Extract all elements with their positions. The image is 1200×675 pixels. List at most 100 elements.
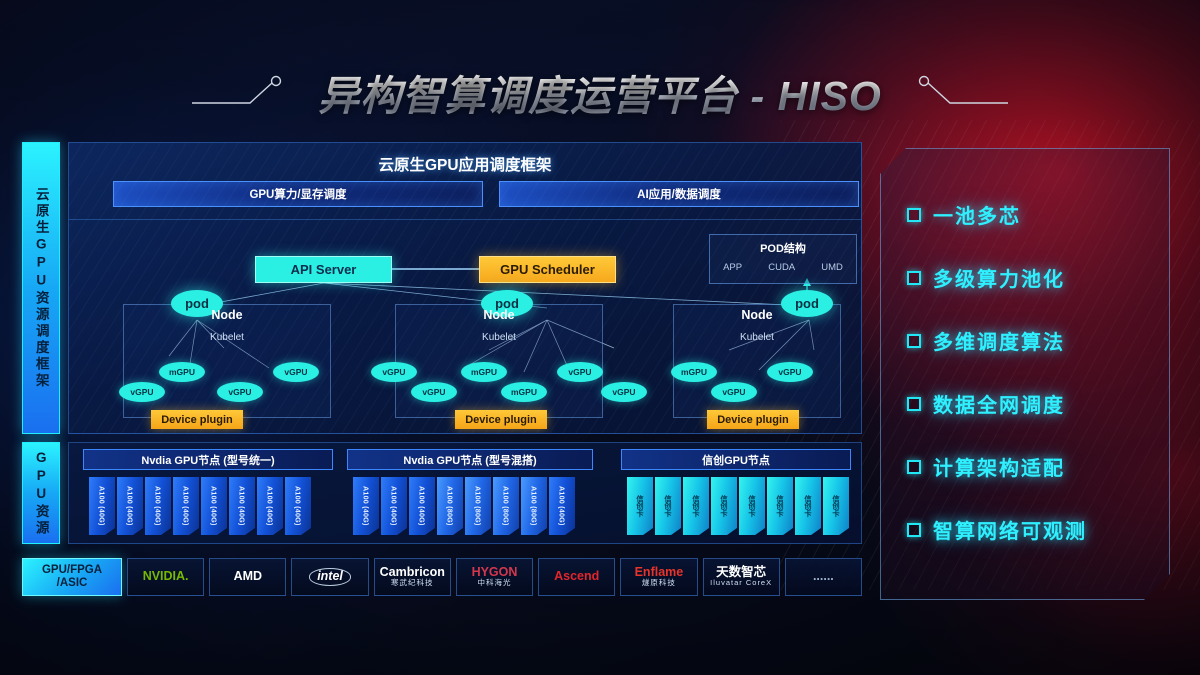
feature-item-2[interactable]: 多级算力池化 — [907, 246, 1169, 309]
gpu-card[interactable]: A100 (40G) — [381, 477, 407, 535]
vendor-cell[interactable]: 天数智芯 Iluvatar CoreX — [702, 558, 780, 596]
vgpu-badge[interactable]: vGPU — [557, 362, 603, 382]
pod-layer-cuda: CUDA — [768, 262, 796, 273]
device-plugin-button[interactable]: Device plugin — [707, 410, 799, 429]
gpu-card[interactable]: A100 (80G) — [493, 477, 519, 535]
checkbox-square-icon — [907, 397, 921, 411]
vendor-name: HYGON — [471, 565, 518, 580]
gpu-card[interactable]: A100 (80G) — [437, 477, 463, 535]
pod-badge[interactable]: pod — [171, 290, 223, 317]
vgpu-badge[interactable]: vGPU — [711, 382, 757, 402]
scheduling-bar-ai[interactable]: AI应用/数据调度 — [499, 181, 859, 207]
vgpu-badge[interactable]: vGPU — [767, 362, 813, 382]
sidebar-label-gpu-resource: GPU资源 — [22, 442, 60, 544]
vendor-category-label: GPU/FPGA/ASIC — [22, 558, 122, 596]
vendor-category-label-line: /ASIC — [56, 577, 88, 589]
feature-item-3[interactable]: 多维调度算法 — [907, 309, 1169, 372]
checkbox-square-icon — [907, 271, 921, 285]
gpu-card-row-1: A100 (40G) A100 (40G) A100 (40G) A100 (40G)… — [89, 477, 311, 535]
checkbox-square-icon — [907, 460, 921, 474]
device-plugin-button[interactable]: Device plugin — [151, 410, 243, 429]
page-header: 异构智算调度运营平台 - HISO — [0, 62, 1200, 122]
pod-badge[interactable]: pod — [781, 290, 833, 317]
gpu-card-label: A100 (40G) — [361, 486, 371, 526]
feature-label: 智算网络可观测 — [933, 521, 1087, 543]
vendor-name: Ascend — [554, 569, 600, 584]
vendor-cell[interactable]: Ascend — [538, 558, 616, 596]
gpu-card[interactable]: 信创卡 — [627, 477, 653, 535]
vgpu-badge[interactable]: vGPU — [411, 382, 457, 402]
framework-heading: 云原生GPU应用调度框架 — [378, 157, 552, 174]
vgpu-badge[interactable]: vGPU — [119, 382, 165, 402]
feature-label: 多维调度算法 — [933, 332, 1065, 354]
vendor-cell[interactable]: Cambricon 寒武纪科技 — [373, 558, 451, 596]
vendor-name: Enflame — [634, 565, 684, 580]
sidebar-label-framework: 云原生GPU资源调度框架 — [22, 142, 60, 434]
gpu-card-label: 信创卡 — [832, 494, 841, 518]
mgpu-badge[interactable]: mGPU — [159, 362, 205, 382]
gpu-card[interactable]: 信创卡 — [711, 477, 737, 535]
gpu-card[interactable]: A100 (40G) — [353, 477, 379, 535]
gpu-card[interactable]: 信创卡 — [795, 477, 821, 535]
gpu-scheduler-node[interactable]: GPU Scheduler — [479, 256, 616, 283]
pod-structure-box: POD结构 APP CUDA UMD — [709, 234, 857, 284]
gpu-card[interactable]: 信创卡 — [823, 477, 849, 535]
gpu-card[interactable]: A100 (40G) — [173, 477, 199, 535]
vendor-cell[interactable]: HYGON 中科海光 — [455, 558, 534, 596]
feature-item-4[interactable]: 数据全网调度 — [907, 372, 1169, 435]
gpu-node-title-3[interactable]: 信创GPU节点 — [621, 449, 851, 470]
gpu-card-label: A100 (40G) — [293, 486, 303, 526]
gpu-card[interactable]: A100 (40G) — [409, 477, 435, 535]
kubelet-label: Kubelet — [740, 332, 774, 343]
gpu-card[interactable]: A100 (80G) — [521, 477, 547, 535]
gpu-card[interactable]: A100 (40G) — [285, 477, 311, 535]
vendor-cell[interactable]: ...... — [784, 558, 862, 596]
scheduling-bar-compute[interactable]: GPU算力/显存调度 — [113, 181, 483, 207]
gpu-node-title-2[interactable]: Nvdia GPU节点 (型号混搭) — [347, 449, 593, 470]
gpu-card[interactable]: 信创卡 — [655, 477, 681, 535]
feature-item-5[interactable]: 计算架构适配 — [907, 435, 1169, 498]
gpu-card-label: 信创卡 — [692, 494, 701, 518]
mgpu-badge[interactable]: mGPU — [671, 362, 717, 382]
gpu-card-label: A100 (40G) — [97, 486, 107, 526]
gpu-card[interactable]: 信创卡 — [767, 477, 793, 535]
gpu-card[interactable]: A100 (40G) — [145, 477, 171, 535]
gpu-card[interactable]: A100 (40G) — [549, 477, 575, 535]
node-area: API Server GPU Scheduler POD结构 APP CUDA … — [69, 219, 861, 433]
feature-item-1[interactable]: 一池多芯 — [907, 183, 1169, 246]
vendor-cell[interactable]: AMD — [209, 558, 287, 596]
gpu-card[interactable]: A100 (40G) — [257, 477, 283, 535]
gpu-card[interactable]: A100 (40G) — [229, 477, 255, 535]
pod-layer-app: APP — [723, 262, 743, 273]
gpu-card[interactable]: A100 (40G) — [117, 477, 143, 535]
api-server-node[interactable]: API Server — [255, 256, 392, 283]
gpu-node-title-1[interactable]: Nvdia GPU节点 (型号统一) — [83, 449, 333, 470]
gpu-card-label: A100 (40G) — [417, 486, 427, 526]
gpu-card-label: A100 (40G) — [237, 486, 247, 526]
gpu-card[interactable]: A100 (40G) — [89, 477, 115, 535]
gpu-card[interactable]: A100 (40G) — [201, 477, 227, 535]
pod-structure-layers: APP CUDA UMD — [710, 262, 856, 273]
gpu-card-row-3: 信创卡 信创卡 信创卡 信创卡 信创卡 信创卡 信创卡 信创卡 — [627, 477, 849, 535]
gpu-card[interactable]: A100 (80G) — [465, 477, 491, 535]
device-plugin-button[interactable]: Device plugin — [455, 410, 547, 429]
vgpu-badge[interactable]: vGPU — [601, 382, 647, 402]
gpu-card[interactable]: 信创卡 — [683, 477, 709, 535]
mgpu-badge[interactable]: mGPU — [501, 382, 547, 402]
kubelet-label: Kubelet — [482, 332, 516, 343]
feature-item-6[interactable]: 智算网络可观测 — [907, 498, 1169, 561]
gpu-card-label: 信创卡 — [748, 494, 757, 518]
pod-badge[interactable]: pod — [481, 290, 533, 317]
vgpu-badge[interactable]: vGPU — [371, 362, 417, 382]
checkbox-square-icon — [907, 334, 921, 348]
title-right-deco-icon — [918, 75, 1008, 104]
feature-label: 多级算力池化 — [933, 269, 1065, 291]
vendor-cell[interactable]: Enflame 燧原科技 — [620, 558, 698, 596]
vendor-cell[interactable]: intel — [291, 558, 369, 596]
vgpu-badge[interactable]: vGPU — [273, 362, 319, 382]
vendor-subname: 寒武纪科技 — [391, 578, 434, 588]
vendor-cell[interactable]: NVIDIA. — [127, 558, 205, 596]
mgpu-badge[interactable]: mGPU — [461, 362, 507, 382]
vgpu-badge[interactable]: vGPU — [217, 382, 263, 402]
gpu-card[interactable]: 信创卡 — [739, 477, 765, 535]
